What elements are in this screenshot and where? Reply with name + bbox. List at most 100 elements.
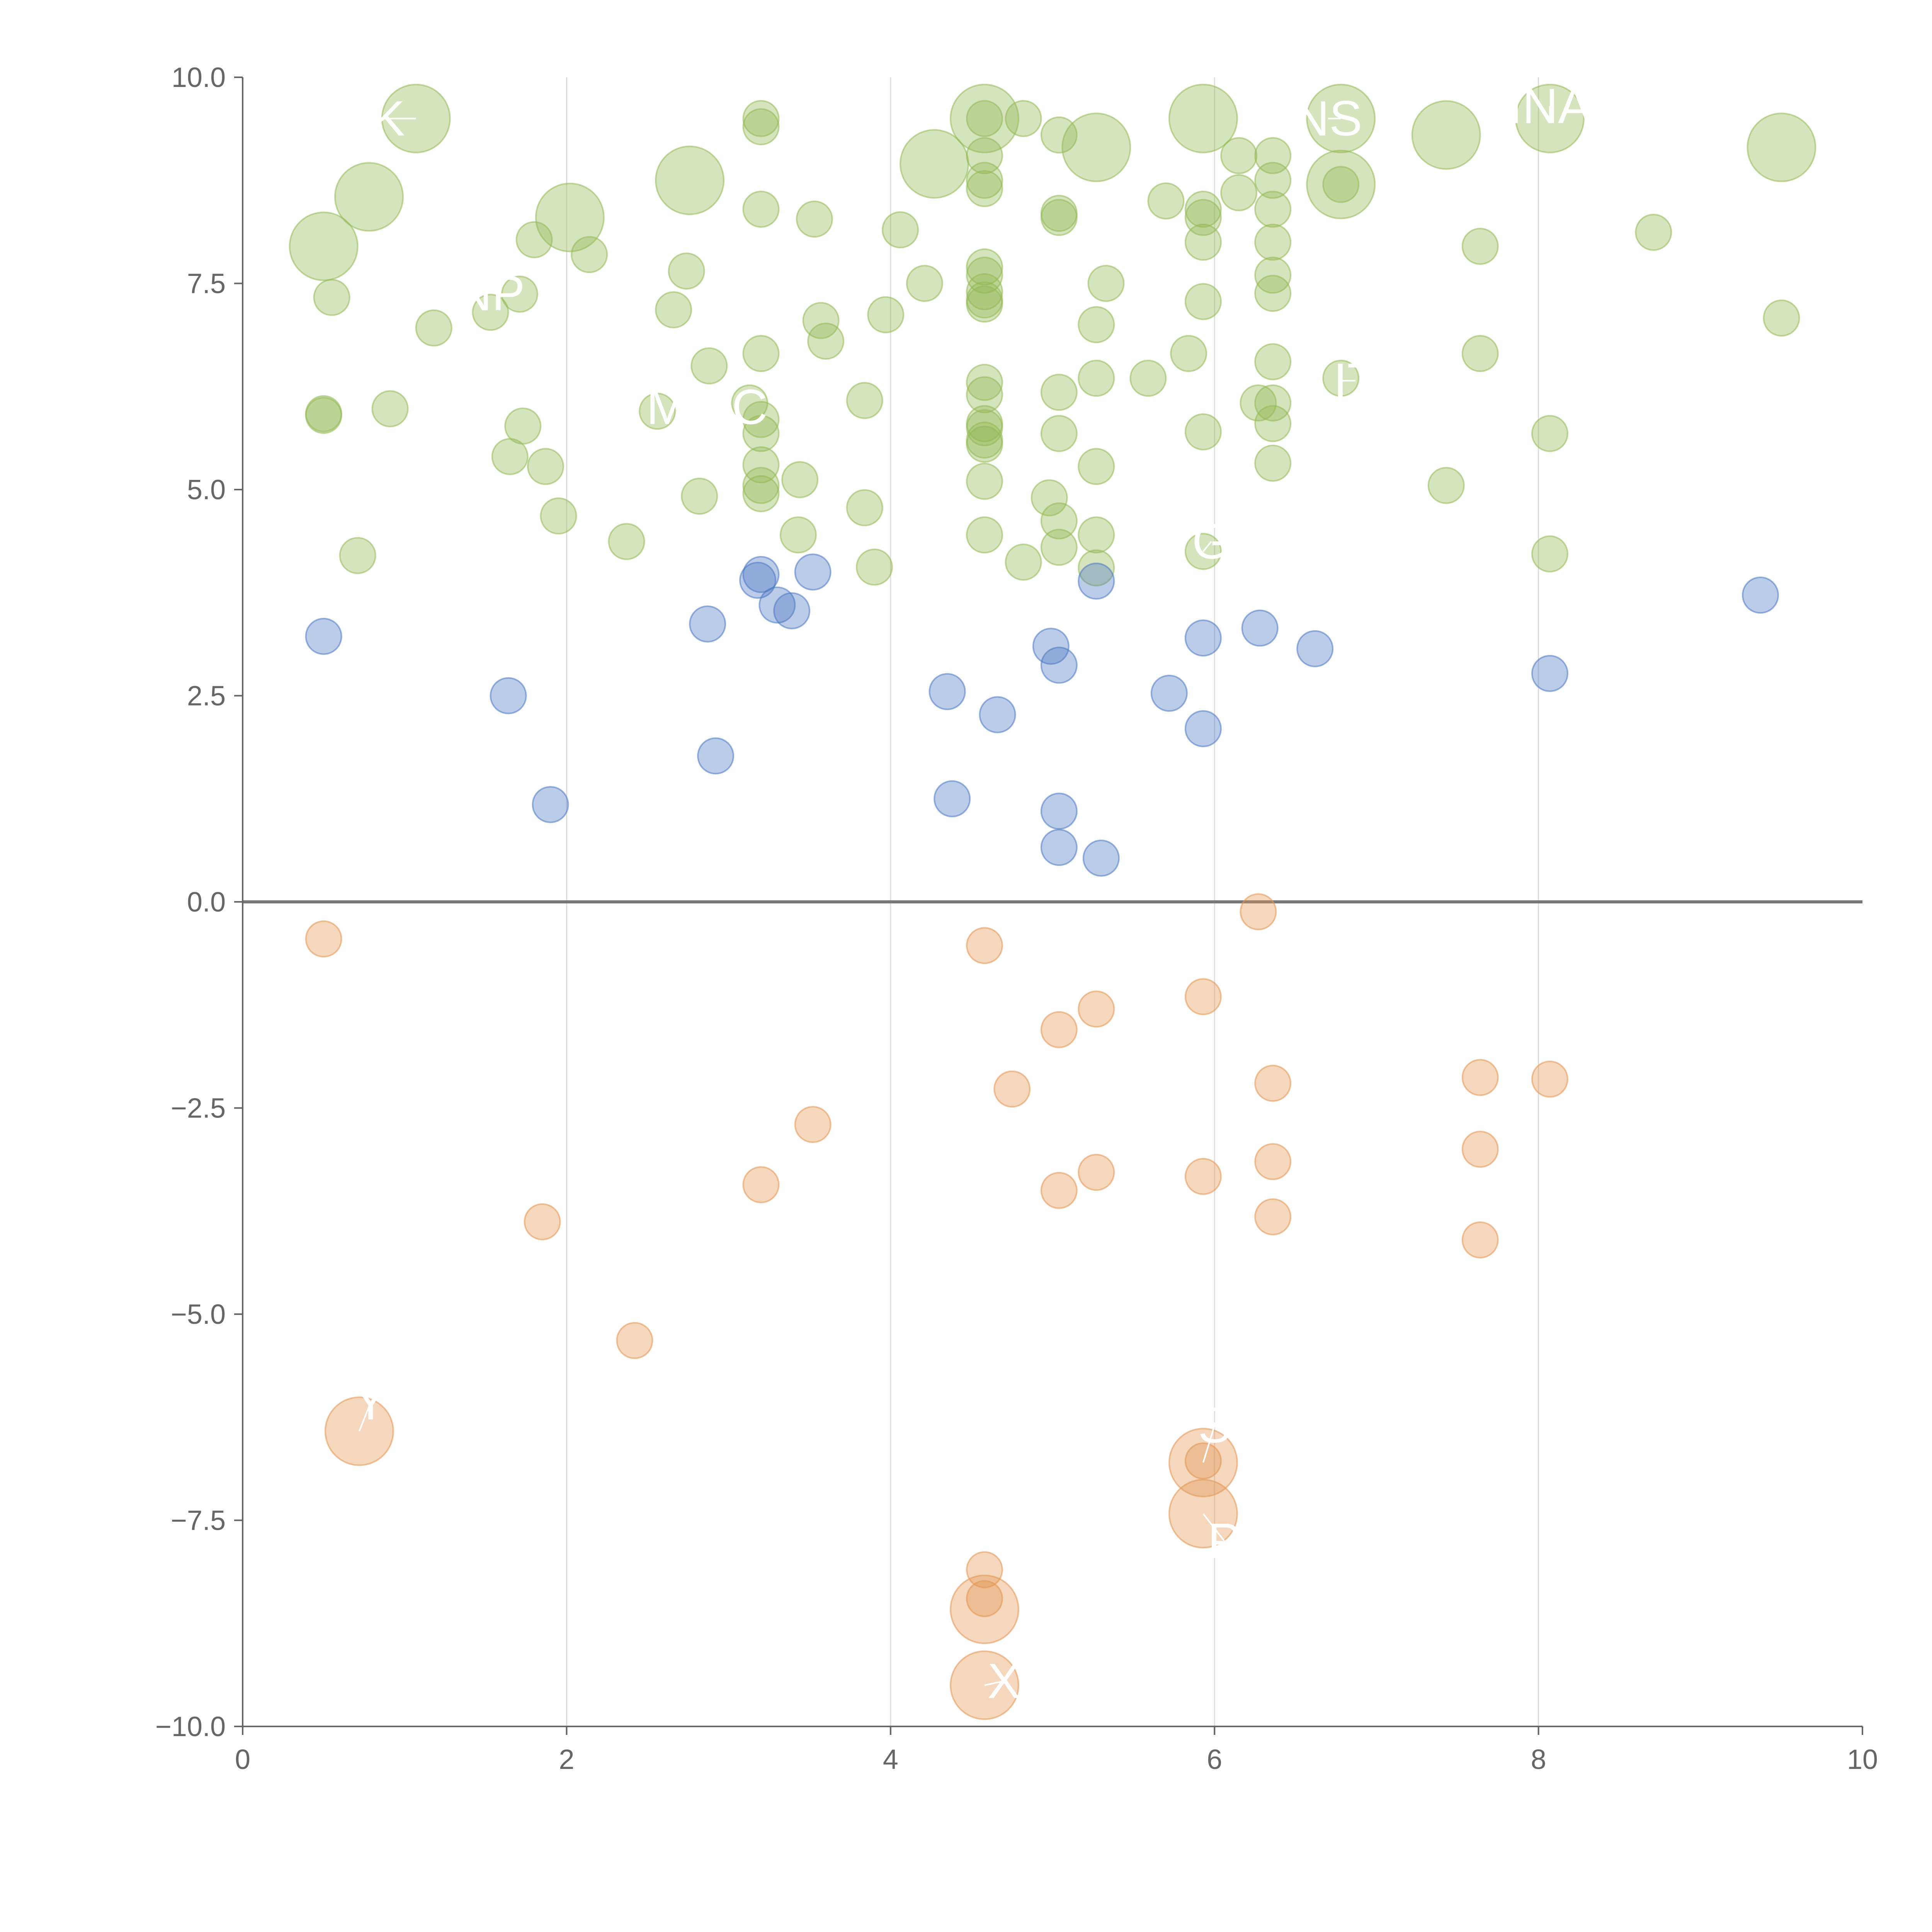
blue-point-23	[1296, 630, 1334, 667]
green-point-69	[1040, 374, 1078, 411]
green-point-25	[1220, 174, 1258, 211]
blue-point-14	[1040, 646, 1078, 684]
green-point-76	[1040, 415, 1078, 452]
y-tick-label-1: 7.5	[187, 269, 226, 299]
green-point-101	[846, 489, 883, 526]
green-point-2	[289, 211, 359, 281]
blue-point-25	[1742, 577, 1779, 614]
orange-point-12	[1040, 1011, 1078, 1048]
blue-point-22	[1241, 609, 1279, 647]
y-tick-label-7: −7.5	[171, 1505, 226, 1536]
blue-point-24	[1531, 655, 1568, 692]
green-point-103	[608, 523, 645, 560]
green-point-31	[1254, 223, 1292, 261]
green-point-77	[1184, 413, 1222, 451]
green-point-45	[415, 309, 452, 347]
annotation-label-5: C	[732, 380, 767, 435]
orange-point-16	[1184, 978, 1222, 1015]
orange-point-13	[1040, 1172, 1078, 1209]
green-point-8	[1168, 83, 1238, 153]
green-point-96	[681, 478, 718, 515]
y-tick-label-8: −10.0	[155, 1711, 226, 1742]
green-point-108	[1005, 543, 1042, 581]
green-point-1	[334, 162, 404, 232]
blue-point-17	[1078, 562, 1115, 600]
green-point-109	[1031, 479, 1068, 517]
green-point-104	[339, 537, 376, 574]
green-point-56	[966, 285, 1003, 323]
green-point-117	[1427, 467, 1465, 504]
green-point-112	[1078, 516, 1115, 554]
y-tick-label-0: 10.0	[172, 62, 226, 93]
green-point-44	[501, 276, 538, 313]
green-point-113	[1078, 549, 1115, 587]
blue-point-5	[742, 556, 780, 593]
annotation-leader-11	[984, 1680, 1004, 1686]
blue-point-16	[1040, 829, 1078, 866]
annotation-label-9: S	[1198, 1398, 1231, 1453]
green-point-102	[779, 516, 817, 554]
annotation-label-8: Y	[354, 1375, 387, 1430]
green-point-46	[668, 252, 705, 290]
green-point-24	[1254, 162, 1292, 199]
green-point-50	[867, 296, 905, 333]
green-point-10	[1306, 150, 1376, 219]
blue-point-15	[1040, 793, 1078, 830]
green-point-100	[781, 461, 819, 498]
green-point-21	[1040, 116, 1078, 154]
annotation-label-7: G	[1192, 514, 1231, 569]
green-point-83	[690, 347, 728, 384]
orange-point-25	[1461, 1059, 1499, 1096]
green-point-26	[1184, 190, 1222, 228]
annotation-leader-10	[1202, 1513, 1225, 1542]
orange-point-10	[949, 1574, 1019, 1644]
green-point-6	[899, 129, 969, 199]
green-point-29	[1147, 182, 1185, 220]
orange-point-27	[1461, 1221, 1499, 1259]
orange-point-22	[1254, 1065, 1292, 1102]
green-point-114	[1078, 448, 1115, 485]
green-point-79	[1254, 384, 1292, 422]
green-point-4	[655, 145, 724, 215]
green-point-91	[371, 390, 409, 427]
orange-point-0	[305, 920, 342, 958]
green-point-118	[1531, 535, 1568, 573]
green-point-36	[796, 201, 833, 238]
green-point-34	[1040, 199, 1078, 236]
green-point-73	[966, 409, 1003, 446]
green-point-5	[949, 83, 1019, 153]
annotation-label-6: IT	[1333, 353, 1378, 408]
green-point-105	[855, 548, 893, 586]
blue-point-1	[490, 677, 527, 714]
blue-point-2	[532, 786, 569, 823]
green-point-57	[1078, 306, 1115, 344]
green-point-71	[966, 376, 1003, 413]
green-point-7	[1061, 112, 1131, 182]
blue-point-0	[305, 617, 342, 655]
green-point-40	[1461, 228, 1499, 265]
green-point-13	[1747, 112, 1816, 182]
green-point-64	[1170, 335, 1208, 372]
orange-point-9	[966, 1580, 1003, 1617]
x-tick-label-5: 10	[1847, 1744, 1878, 1775]
green-point-49	[807, 322, 845, 360]
x-tick-label-1: 2	[559, 1744, 574, 1775]
green-point-28	[1184, 223, 1222, 261]
orange-point-17	[1184, 1158, 1222, 1195]
blue-point-9	[794, 553, 832, 591]
green-point-94	[527, 448, 564, 485]
green-point-75	[966, 425, 1003, 463]
green-point-19	[966, 170, 1003, 207]
annotation-label-0: K	[372, 91, 405, 146]
orange-point-26	[1461, 1131, 1499, 1168]
annotation-label-4: M	[646, 380, 688, 435]
orange-point-23	[1254, 1143, 1292, 1180]
green-point-99	[742, 475, 780, 512]
green-point-41	[1635, 214, 1672, 251]
green-point-87	[639, 393, 676, 430]
blue-point-8	[773, 592, 811, 629]
annotation-label-2: INA	[1509, 79, 1591, 134]
blue-point-10	[929, 673, 966, 710]
green-point-43	[472, 294, 509, 331]
y-tick-label-3: 2.5	[187, 681, 226, 712]
